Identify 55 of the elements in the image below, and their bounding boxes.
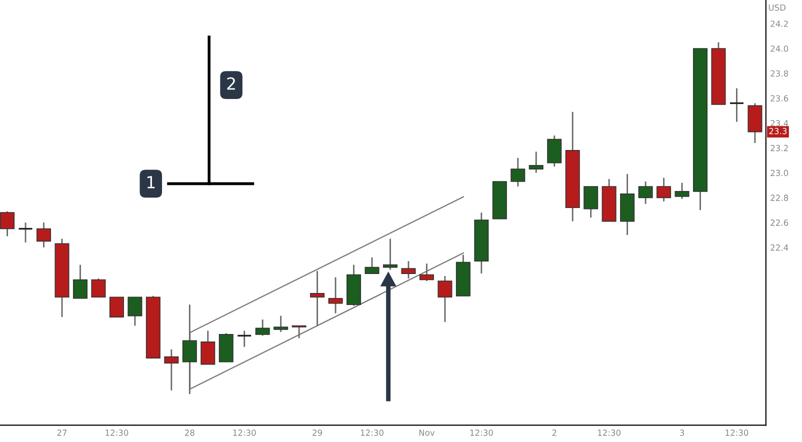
y-tick-label: 22.4 [770,244,788,251]
x-tick-label: 12:30 [233,430,256,436]
x-tick-label: 28 [184,430,194,436]
candlestick [200,330,216,365]
x-tick-label: 29 [312,430,322,436]
candlestick [18,222,34,244]
candlestick [382,238,398,270]
y-tick-label: 23.6 [770,95,788,102]
candlestick [364,256,380,274]
y-tick-label: 22.8 [770,194,788,201]
candlestick [236,330,252,348]
candlestick [510,157,526,188]
x-tick-label: 12:30 [598,430,621,436]
candlestick [0,210,15,237]
y-tick-label: 23.8 [770,70,788,77]
candlestick [674,182,690,200]
candlestick [182,304,197,395]
x-tick-label: 12:30 [360,430,384,436]
candlestick [164,348,179,392]
y-tick-label: 23.2 [770,144,788,152]
candlestick [128,296,142,326]
x-tick-label: 12:30 [726,430,748,436]
annotation: 1 [147,176,155,188]
y-tick-label: 23.0 [770,170,788,176]
x-tick-label: Nov [419,430,435,436]
y-tick-label: 24.0 [770,45,788,52]
candlestick [274,315,288,333]
candlestick [638,180,653,205]
candlestick [584,186,598,218]
candlestick [419,262,434,282]
candlestick [328,276,343,314]
candlestick [656,177,672,202]
x-tick-label: 12:30 [470,430,493,436]
y-tick-label: 22.6 [770,220,788,226]
y-tick-label: 24.2 [770,20,788,27]
candlestick [72,264,88,300]
annotation: 2 [227,77,235,90]
candlestick [547,134,562,168]
candlestick [729,88,744,123]
text: USD [768,4,786,11]
candlestick [292,325,306,339]
x-tick-label: 3 [680,430,684,436]
y-tick-label: 23.4 [770,120,788,126]
candlestick [255,318,270,336]
annotation: 23.3 [769,128,787,134]
x-tick-label: 2 [552,430,556,436]
candlestick [401,260,416,280]
candlestick [109,296,124,318]
candlestick [438,275,452,323]
x-tick-label: 27 [57,430,67,436]
candlestick [528,150,544,174]
x-tick-label: 12:30 [106,430,128,436]
candlestick [310,270,325,326]
candlestick [91,278,106,298]
candlestick [36,222,52,248]
